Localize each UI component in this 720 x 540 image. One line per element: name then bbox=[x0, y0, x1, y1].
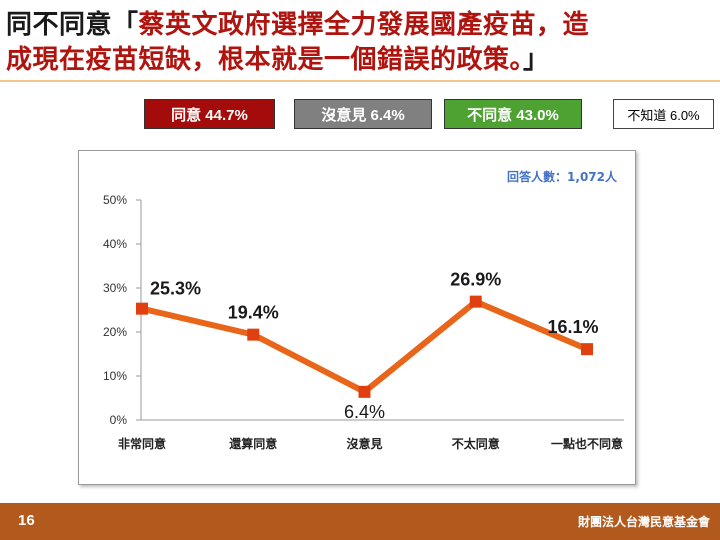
page-number: 16 bbox=[18, 512, 35, 529]
data-point bbox=[469, 295, 482, 308]
footer-bar: 16 財團法人台灣民意基金會 bbox=[0, 503, 720, 540]
x-tick-label: 非常同意 bbox=[118, 436, 166, 451]
title-quote-line-2: 成現在疫苗短缺，根本就是一個錯誤的政策。 bbox=[6, 45, 524, 75]
slide-title: 同不同意「蔡英文政府選擇全力發展國產疫苗，造 成現在疫苗短缺，根本就是一個錯誤的… bbox=[6, 6, 714, 78]
legend-disagree: 不同意 43.0% bbox=[444, 99, 582, 129]
series-line bbox=[139, 298, 590, 395]
x-tick-label: 沒意見 bbox=[346, 436, 382, 451]
y-tick-label: 40% bbox=[103, 237, 127, 251]
data-label: 26.9% bbox=[450, 270, 501, 290]
data-label: 25.3% bbox=[150, 279, 201, 299]
data-label: 16.1% bbox=[547, 317, 598, 337]
y-tick-label: 0% bbox=[110, 413, 128, 427]
chart-frame: 0% 10% 20% 30% 40% 50% 非常同意 還算同意 沒意見 不太同意 一點也不同意 25… bbox=[78, 150, 636, 485]
data-point bbox=[358, 385, 371, 398]
line-chart: 0% 10% 20% 30% 40% 50% 非常同意 還算同意 沒意見 不太同意 一點也不同意 25… bbox=[103, 169, 624, 451]
title-line-1: 同不同意「蔡英文政府選擇全力發展國產疫苗，造 bbox=[6, 8, 589, 42]
respondent-count-annotation: 回答人數：1,072人 bbox=[507, 169, 618, 184]
data-label: 6.4% bbox=[344, 402, 385, 422]
legend-no-opinion: 沒意見 6.4% bbox=[294, 99, 432, 129]
title-suffix: 」 bbox=[523, 45, 550, 75]
y-tick-label: 50% bbox=[103, 193, 127, 207]
footer-organization: 財團法人台灣民意基金會 bbox=[577, 515, 710, 529]
x-tick-label: 一點也不同意 bbox=[551, 436, 623, 451]
title-divider bbox=[0, 80, 720, 82]
y-tick-label: 30% bbox=[103, 281, 127, 295]
summary-legend: 同意 44.7% 沒意見 6.4% 不同意 43.0% 不知道 6.0% bbox=[0, 0, 720, 140]
x-tick-label: 不太同意 bbox=[452, 436, 500, 451]
legend-agree: 同意 44.7% bbox=[144, 99, 275, 129]
data-point bbox=[136, 302, 148, 315]
data-label: 19.4% bbox=[228, 303, 279, 323]
title-line-2: 成現在疫苗短缺，根本就是一個錯誤的政策。」 bbox=[6, 43, 550, 77]
x-tick-label: 還算同意 bbox=[229, 436, 277, 451]
y-tick-label: 20% bbox=[103, 325, 127, 339]
title-quote-line-1: 蔡英文政府選擇全力發展國產疫苗，造 bbox=[138, 10, 590, 40]
title-prefix: 同不同意「 bbox=[6, 10, 139, 40]
data-point bbox=[247, 328, 260, 341]
data-point bbox=[581, 343, 593, 356]
y-tick-label: 10% bbox=[103, 369, 127, 383]
legend-dont-know: 不知道 6.0% bbox=[613, 99, 714, 129]
